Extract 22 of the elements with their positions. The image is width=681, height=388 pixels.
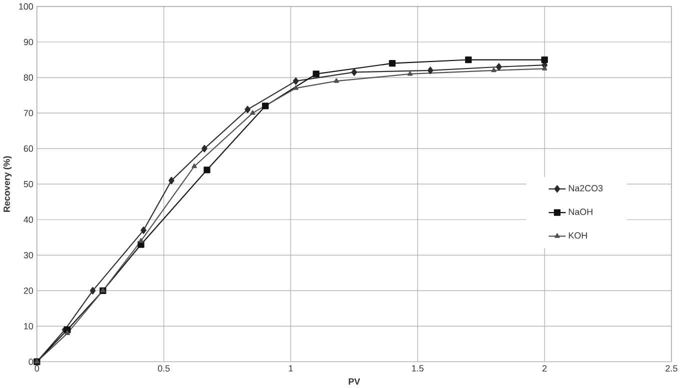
x-axis-title: PV (348, 378, 360, 385)
y-tick-label: 70 (24, 110, 34, 116)
y-tick-label: 80 (24, 74, 34, 81)
y-tick-label: 100 (19, 3, 34, 10)
y-axis-title: Recovery (%) (3, 156, 12, 212)
x-tick-label: 1.5 (412, 365, 424, 372)
y-tick-label: 0 (28, 358, 34, 365)
y-tick-label: 30 (24, 252, 34, 258)
legend-label: NaOH (568, 208, 592, 216)
legend-label: Na2CO3 (568, 185, 603, 192)
y-tick-label: 20 (24, 288, 34, 294)
y-tick-label: 60 (24, 145, 34, 152)
legend-label: KOH (568, 232, 587, 239)
y-tick-label: 10 (24, 323, 34, 330)
x-tick-label: 2.5 (666, 365, 678, 372)
y-tick-label: 40 (24, 216, 34, 223)
x-tick-label: 2 (542, 365, 547, 372)
y-tick-label: 50 (24, 181, 34, 188)
y-tick-label: 90 (24, 38, 34, 46)
x-tick-label: 0 (34, 365, 40, 372)
x-tick-label: 0.5 (158, 365, 170, 372)
x-tick-label: 1 (288, 365, 293, 372)
